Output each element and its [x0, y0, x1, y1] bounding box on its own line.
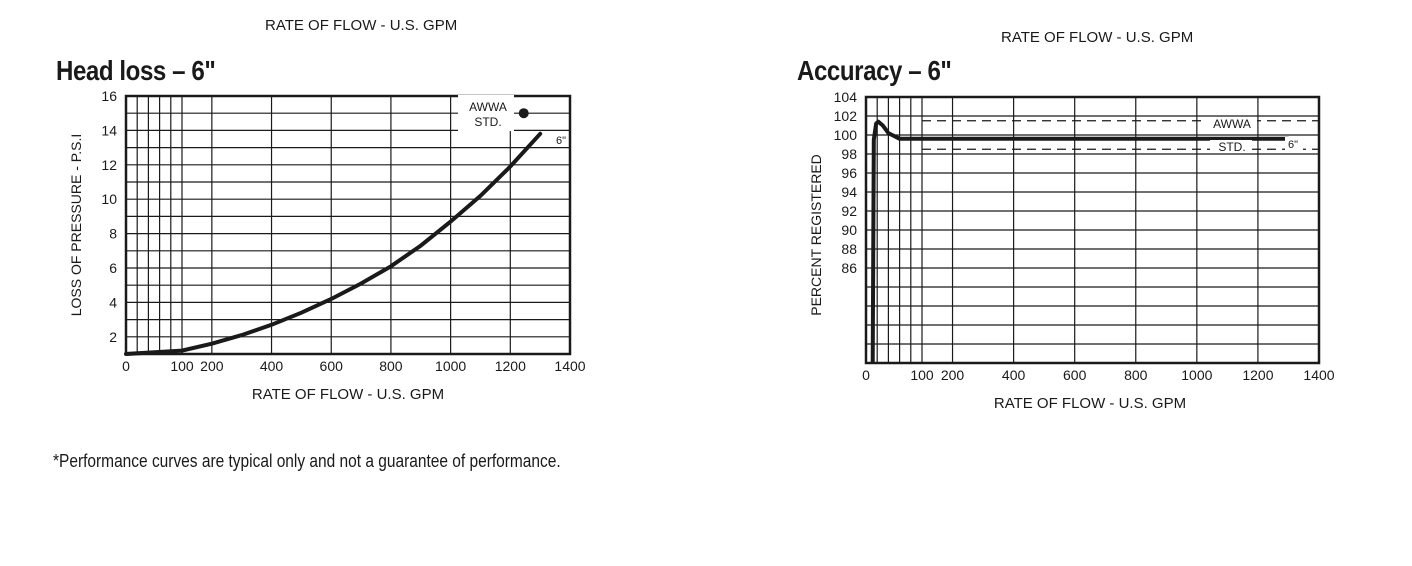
accuracy-y-axis-label: PERCENT REGISTERED	[808, 154, 824, 316]
x-tick-label: 0	[862, 367, 870, 383]
y-tick-label: 94	[841, 184, 857, 200]
x-tick-label: 800	[1124, 367, 1148, 383]
y-tick-label: 88	[841, 241, 857, 257]
y-tick-label: 100	[834, 127, 858, 143]
y-tick-label: 14	[101, 122, 117, 138]
std-band-label-backdrop	[1210, 140, 1252, 153]
std-label: STD.	[474, 115, 501, 129]
y-tick-label: 86	[841, 260, 857, 276]
accuracy-x-axis-label: RATE OF FLOW - U.S. GPM	[994, 395, 1186, 412]
awwa-label-backdrop	[458, 95, 514, 131]
x-tick-label: 200	[941, 367, 965, 383]
x-tick-label: 400	[260, 358, 284, 374]
y-tick-label: 16	[101, 88, 117, 104]
band-label-std: STD.	[1218, 140, 1245, 154]
x-tick-label: 1400	[554, 358, 585, 374]
head-loss-series-6in	[124, 131, 543, 356]
y-tick-label: 12	[101, 157, 117, 173]
band-label-awwa: AWWA	[1213, 117, 1251, 131]
y-tick-label: 10	[101, 191, 117, 207]
x-tick-label: 1000	[1181, 367, 1212, 383]
x-tick-label: 100	[910, 367, 934, 383]
head-loss-y-axis-label: LOSS OF PRESSURE - P.S.I	[68, 134, 84, 317]
top-caption-right: RATE OF FLOW - U.S. GPM	[1001, 29, 1194, 46]
x-tick-label: 400	[1002, 367, 1026, 383]
head-loss-plot-frame	[124, 94, 572, 356]
x-tick-label: 1200	[495, 358, 526, 374]
x-tick-label: 1400	[1303, 367, 1334, 383]
y-tick-label: 8	[109, 226, 117, 242]
awwa-band-label-backdrop	[1207, 117, 1257, 130]
accuracy-chart-title: Accuracy – 6"	[797, 55, 952, 86]
accuracy-plot-frame	[864, 95, 1321, 365]
y-tick-label: 96	[841, 165, 857, 181]
y-tick-label: 6	[109, 260, 117, 276]
series-label-6in: 6"	[556, 135, 566, 147]
y-tick-label: 4	[109, 294, 117, 310]
accuracy-series-label-backdrop	[1285, 137, 1303, 150]
head-loss-x-axis-label: RATE OF FLOW - U.S. GPM	[252, 386, 444, 403]
x-tick-label: 600	[1063, 367, 1087, 383]
awwa-label: AWWA	[469, 100, 507, 114]
x-tick-label: 800	[379, 358, 403, 374]
x-tick-label: 200	[200, 358, 224, 374]
accuracy-chart: 0 100 200 400 600 800 1000 1200 1400 86 88 90 92 94 9…	[808, 89, 1335, 412]
x-tick-label: 1000	[435, 358, 466, 374]
x-tick-label: 0	[122, 358, 130, 374]
x-tick-label: 1200	[1242, 367, 1273, 383]
accuracy-series-6in	[870, 119, 1289, 364]
x-tick-label: 100	[170, 358, 194, 374]
awwa-std-point	[518, 108, 529, 119]
y-tick-label: 2	[109, 329, 117, 345]
head-loss-chart-title: Head loss – 6"	[56, 55, 216, 86]
y-tick-label: 102	[834, 108, 858, 124]
y-tick-label: 92	[841, 203, 857, 219]
y-tick-label: 90	[841, 222, 857, 238]
series-label-backdrop	[550, 131, 568, 147]
x-tick-label: 600	[320, 358, 344, 374]
head-loss-chart: 0 100 200 400 600 800 1000 1200 1400 2 4 6 8 10 12 14 1…	[68, 88, 586, 403]
y-tick-label: 98	[841, 146, 857, 162]
top-caption-left: RATE OF FLOW - U.S. GPM	[265, 17, 458, 34]
performance-footnote: *Performance curves are typical only and…	[53, 451, 561, 471]
accuracy-series-label-6in: 6"	[1288, 139, 1298, 151]
y-tick-label: 104	[834, 89, 858, 105]
